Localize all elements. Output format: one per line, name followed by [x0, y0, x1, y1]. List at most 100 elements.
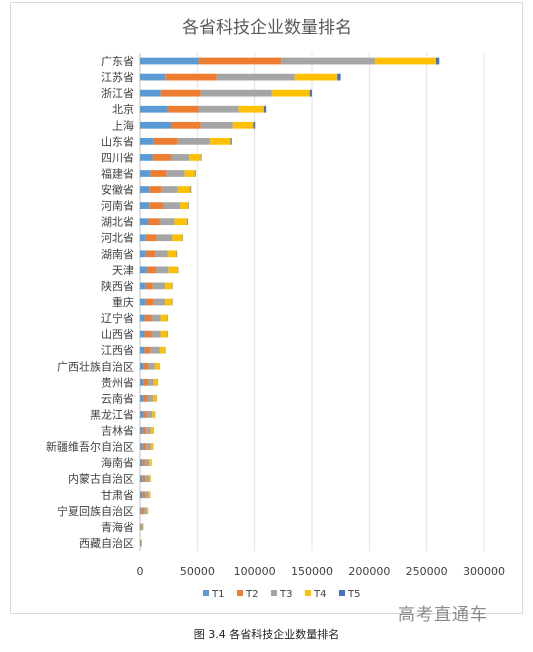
- bar-segment-T2: [146, 266, 157, 274]
- bar-segment-T1: [140, 218, 149, 226]
- y-tick-label: 江西省: [101, 344, 134, 357]
- y-tick-label: 陕西省: [101, 279, 134, 293]
- bar-segment-T3: [146, 443, 151, 450]
- y-tick-label: 湖北省: [101, 216, 134, 229]
- bar-segment-T1: [140, 186, 150, 193]
- bar-segment-T4: [159, 346, 166, 354]
- bar-segment-T3: [156, 234, 173, 242]
- bar-segment-T5: [337, 73, 341, 81]
- bar-segment-T1: [140, 507, 142, 515]
- bar-segment-T2: [145, 298, 154, 306]
- bar-segment-T5: [230, 137, 232, 145]
- y-tick-label: 四川省: [101, 151, 134, 164]
- bar-segment-T1: [140, 234, 146, 242]
- y-tick-label: 天津: [112, 264, 134, 277]
- y-tick-label: 广东省: [101, 55, 134, 68]
- legend-swatch-T1: [203, 590, 209, 596]
- y-tick-label: 青海省: [101, 520, 134, 534]
- y-tick-label: 重庆: [112, 295, 134, 309]
- legend-swatch-T4: [305, 590, 311, 596]
- bar-segment-T3: [156, 266, 169, 274]
- bar-segment-T2: [142, 459, 146, 467]
- bar-segment-T4: [209, 137, 231, 145]
- x-tick-label: 250000: [406, 565, 448, 578]
- bar-segment-T2: [152, 154, 171, 161]
- y-tick-label: 新疆维吾尔自治区: [46, 440, 134, 454]
- bar-segment-T1: [140, 121, 171, 129]
- bar-segment-T1: [140, 154, 153, 161]
- bar-segment-T2: [150, 170, 167, 177]
- bar-segment-T3: [152, 282, 166, 290]
- legend-swatch-T5: [339, 590, 345, 596]
- bar-segment-T4: [180, 202, 189, 209]
- y-tick-label: 河北省: [101, 232, 134, 245]
- bar-segment-T3: [200, 121, 233, 129]
- bar-segment-T5: [195, 170, 196, 177]
- bar-segment-T4: [148, 491, 151, 499]
- bar-segment-T5: [253, 121, 256, 129]
- bar-segment-T2: [160, 89, 201, 97]
- watermark: 高考直通车: [398, 605, 488, 625]
- figure-caption: 图 3.4 各省科技企业数量排名: [193, 628, 340, 641]
- bar-segment-T1: [140, 202, 150, 209]
- y-tick-label: 黑龙江省: [90, 408, 134, 421]
- y-tick-label: 山西省: [101, 328, 134, 341]
- y-tick-label: 辽宁省: [101, 311, 134, 325]
- bar-segment-T3: [154, 250, 168, 258]
- bar-segment-T2: [144, 330, 152, 338]
- bar-segment-T3: [144, 507, 147, 515]
- bar-segment-T2: [198, 57, 282, 65]
- bar-segment-T4: [150, 443, 154, 450]
- bar-segment-T5: [309, 89, 312, 97]
- bar-segment-T4: [149, 475, 151, 483]
- bar-segment-T1: [140, 395, 144, 402]
- bar-segment-T2: [142, 475, 146, 483]
- bar-segment-T4: [189, 154, 201, 161]
- y-tick-label: 广西壮族自治区: [57, 359, 134, 373]
- y-tick-label: 安徽省: [101, 183, 134, 197]
- bar-segment-T4: [174, 218, 188, 226]
- bar-segment-T4: [153, 378, 158, 386]
- bar-segment-T1: [140, 250, 146, 258]
- y-tick-label: 海南省: [101, 456, 134, 470]
- x-tick-label: 100000: [234, 565, 276, 578]
- bar-segment-T2: [148, 218, 160, 226]
- bar-segment-T4: [153, 395, 157, 402]
- bar-segment-T3: [148, 362, 155, 370]
- y-tick-label: 湖南省: [101, 248, 134, 261]
- bar-segment-T2: [170, 121, 201, 129]
- x-tick-label: 200000: [348, 565, 390, 578]
- bar-segment-T1: [140, 57, 199, 65]
- bar-segment-T1: [140, 73, 166, 81]
- bar-segment-T3: [281, 57, 376, 65]
- bar-segment-T5: [200, 154, 202, 161]
- bar-segment-T4: [154, 362, 160, 370]
- bar-segment-T1: [140, 459, 143, 467]
- bar-segment-T1: [140, 314, 145, 322]
- bar-segment-T1: [140, 282, 146, 290]
- bar-segment-T3: [177, 137, 210, 145]
- bar-segment-T2: [149, 186, 162, 193]
- bar-segment-T1: [140, 411, 144, 418]
- bar-segment-T1: [140, 330, 145, 338]
- bar-segment-T4: [168, 266, 178, 274]
- y-tick-label: 吉林省: [101, 424, 134, 438]
- bar-segment-T1: [140, 89, 161, 97]
- bar-segment-T3: [146, 427, 151, 434]
- y-tick-label: 山东省: [101, 135, 134, 148]
- bar-segment-T2: [149, 202, 163, 209]
- bar-segment-T3: [150, 346, 160, 354]
- bar-segment-T5: [435, 57, 440, 65]
- bar-segment-T5: [190, 186, 192, 193]
- chart-frame: 各省科技企业数量排名 广东省 江苏省 浙江省 北京 上海 山东省 四川省 福建省 安徽省 河南省湖…: [10, 2, 523, 614]
- bar-segment-T2: [167, 105, 199, 113]
- stacked-bar-chart: 各省科技企业数量排名 广东省江苏省浙江省北京上海山东省四川省福建省安徽省河南省湖…: [46, 18, 505, 600]
- y-tick-label: 河南省: [101, 200, 134, 213]
- x-tick-label: 50000: [180, 565, 215, 578]
- bar-segment-T2: [165, 73, 217, 81]
- bar-segment-T3: [146, 411, 153, 418]
- legend-swatch-T3: [271, 590, 277, 596]
- bar-segment-T2: [142, 443, 147, 450]
- bar-segment-T2: [142, 427, 147, 434]
- bar-segment-T2: [145, 234, 157, 242]
